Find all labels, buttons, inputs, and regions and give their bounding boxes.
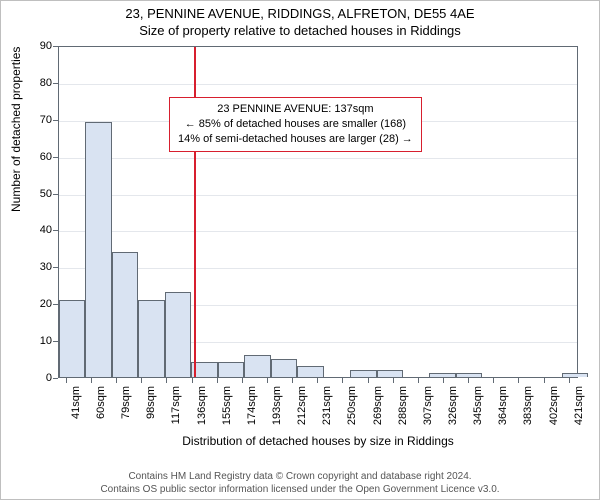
xtick-mark xyxy=(242,378,243,383)
xtick-mark xyxy=(443,378,444,383)
histogram-bar xyxy=(429,373,455,377)
xtick-mark xyxy=(267,378,268,383)
ytick-label: 70 xyxy=(32,114,52,126)
histogram-bar xyxy=(350,370,376,377)
xtick-label: 345sqm xyxy=(472,386,484,426)
xtick-mark xyxy=(518,378,519,383)
annotation-box: 23 PENNINE AVENUE: 137sqm← 85% of detach… xyxy=(169,97,422,152)
chart-title-sub: Size of property relative to detached ho… xyxy=(0,23,600,38)
xtick-mark xyxy=(141,378,142,383)
xtick-label: 421sqm xyxy=(573,386,585,426)
ytick-label: 40 xyxy=(32,224,52,236)
xtick-mark xyxy=(342,378,343,383)
xtick-mark xyxy=(292,378,293,383)
footer-attribution: Contains HM Land Registry data © Crown c… xyxy=(0,470,600,496)
xtick-label: 60sqm xyxy=(95,386,107,426)
ytick-mark xyxy=(53,194,58,195)
ytick-label: 20 xyxy=(32,298,52,310)
xtick-mark xyxy=(217,378,218,383)
chart-title-main: 23, PENNINE AVENUE, RIDDINGS, ALFRETON, … xyxy=(0,6,600,21)
ytick-mark xyxy=(53,46,58,47)
histogram-bar xyxy=(59,300,85,377)
chart-plot-area: 23 PENNINE AVENUE: 137sqm← 85% of detach… xyxy=(58,46,578,378)
histogram-bar xyxy=(244,355,270,377)
ytick-label: 50 xyxy=(32,188,52,200)
histogram-bar xyxy=(377,370,403,377)
ytick-label: 90 xyxy=(32,40,52,52)
histogram-bar xyxy=(85,122,111,377)
annotation-line: 23 PENNINE AVENUE: 137sqm xyxy=(178,102,413,117)
ytick-mark xyxy=(53,230,58,231)
xtick-label: 307sqm xyxy=(422,386,434,426)
xtick-mark xyxy=(569,378,570,383)
gridline-h xyxy=(59,231,577,232)
xtick-label: 212sqm xyxy=(296,386,308,426)
xtick-label: 231sqm xyxy=(321,386,333,426)
xtick-label: 174sqm xyxy=(246,386,258,426)
histogram-bar xyxy=(218,362,244,377)
gridline-h xyxy=(59,158,577,159)
xtick-label: 383sqm xyxy=(522,386,534,426)
annotation-line: ← 85% of detached houses are smaller (16… xyxy=(178,117,413,132)
ytick-mark xyxy=(53,378,58,379)
xtick-mark xyxy=(91,378,92,383)
xtick-label: 364sqm xyxy=(497,386,509,426)
xtick-label: 41sqm xyxy=(70,386,82,426)
xtick-label: 288sqm xyxy=(397,386,409,426)
gridline-h xyxy=(59,195,577,196)
ytick-mark xyxy=(53,83,58,84)
xtick-mark xyxy=(468,378,469,383)
histogram-bar xyxy=(138,300,164,377)
x-axis-label: Distribution of detached houses by size … xyxy=(58,434,578,448)
ytick-label: 30 xyxy=(32,261,52,273)
histogram-bar xyxy=(562,373,588,377)
annotation-line: 14% of semi-detached houses are larger (… xyxy=(178,132,413,147)
xtick-label: 193sqm xyxy=(271,386,283,426)
xtick-label: 98sqm xyxy=(145,386,157,426)
xtick-mark xyxy=(317,378,318,383)
ytick-mark xyxy=(53,120,58,121)
xtick-mark xyxy=(393,378,394,383)
xtick-mark xyxy=(418,378,419,383)
xtick-mark xyxy=(166,378,167,383)
histogram-bar xyxy=(165,292,191,377)
ytick-mark xyxy=(53,304,58,305)
xtick-mark xyxy=(368,378,369,383)
title-block: 23, PENNINE AVENUE, RIDDINGS, ALFRETON, … xyxy=(0,0,600,38)
xtick-mark xyxy=(66,378,67,383)
xtick-mark xyxy=(493,378,494,383)
histogram-bar xyxy=(456,373,482,377)
histogram-bar xyxy=(112,252,138,377)
footer-line-1: Contains HM Land Registry data © Crown c… xyxy=(0,470,600,483)
xtick-mark xyxy=(192,378,193,383)
ytick-label: 80 xyxy=(32,77,52,89)
ytick-label: 60 xyxy=(32,151,52,163)
xtick-label: 79sqm xyxy=(120,386,132,426)
xtick-mark xyxy=(544,378,545,383)
histogram-bar xyxy=(271,359,297,377)
xtick-label: 326sqm xyxy=(447,386,459,426)
ytick-mark xyxy=(53,157,58,158)
ytick-mark xyxy=(53,267,58,268)
xtick-label: 136sqm xyxy=(196,386,208,426)
ytick-mark xyxy=(53,341,58,342)
xtick-label: 402sqm xyxy=(548,386,560,426)
ytick-label: 10 xyxy=(32,335,52,347)
histogram-bar xyxy=(297,366,323,377)
footer-line-2: Contains OS public sector information li… xyxy=(0,483,600,496)
xtick-mark xyxy=(116,378,117,383)
gridline-h xyxy=(59,84,577,85)
xtick-label: 269sqm xyxy=(372,386,384,426)
xtick-label: 155sqm xyxy=(221,386,233,426)
xtick-label: 250sqm xyxy=(346,386,358,426)
xtick-label: 117sqm xyxy=(170,386,182,426)
ytick-label: 0 xyxy=(32,372,52,384)
